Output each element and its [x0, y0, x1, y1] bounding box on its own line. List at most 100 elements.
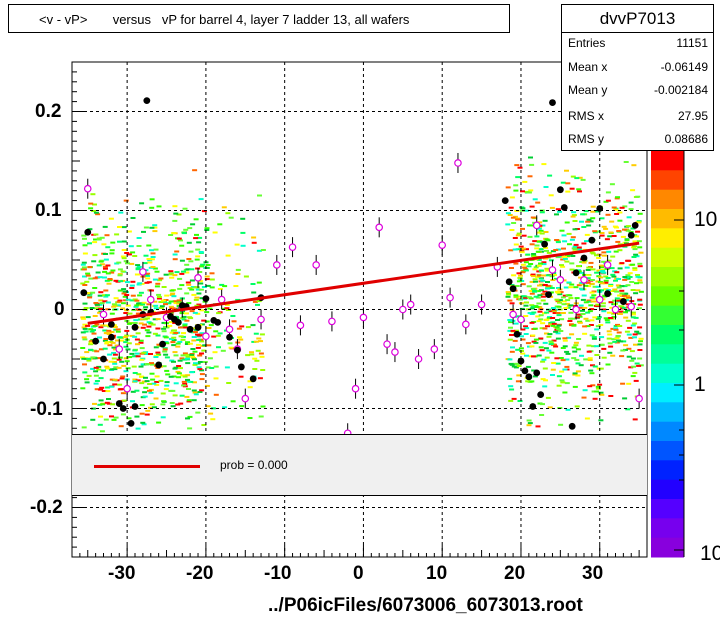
density-cell — [152, 318, 158, 321]
density-cell — [136, 237, 142, 239]
density-cell — [178, 239, 183, 242]
density-cell — [531, 369, 537, 372]
density-cell — [123, 199, 129, 202]
density-cell — [185, 268, 191, 271]
density-cell — [98, 388, 104, 391]
density-cell — [210, 407, 216, 410]
density-cell — [585, 274, 591, 277]
density-cell — [83, 307, 89, 309]
density-cell — [614, 297, 620, 300]
density-cell — [98, 291, 104, 294]
density-cell — [85, 274, 91, 277]
density-cell — [181, 332, 186, 335]
density-cell — [533, 338, 539, 341]
density-cell — [633, 343, 638, 346]
filled-marker — [556, 186, 564, 194]
density-cell — [576, 313, 582, 316]
density-cell — [119, 360, 125, 363]
density-cell — [169, 331, 175, 334]
density-cell — [523, 315, 529, 317]
density-cell — [598, 276, 604, 279]
density-cell — [507, 319, 513, 321]
density-cell — [155, 351, 161, 354]
density-cell — [109, 378, 115, 381]
x-tick-label: -20 — [186, 563, 214, 584]
density-cell — [537, 306, 543, 309]
density-cell — [170, 292, 176, 295]
density-cell — [172, 253, 178, 256]
density-cell — [109, 249, 115, 252]
density-cell — [612, 288, 618, 291]
density-cell — [179, 244, 185, 247]
density-cell — [623, 311, 628, 314]
density-cell — [252, 357, 258, 360]
density-cell — [548, 259, 554, 262]
density-cell — [524, 301, 529, 304]
density-cell — [577, 176, 583, 179]
density-cell — [98, 299, 104, 302]
density-cell — [511, 365, 517, 368]
density-cell — [194, 233, 199, 236]
color-scale-segment — [651, 460, 684, 481]
density-cell — [556, 328, 562, 331]
density-cell — [598, 324, 604, 326]
density-cell — [505, 295, 511, 298]
density-cell — [590, 205, 596, 208]
density-cell — [161, 400, 167, 403]
density-cell — [155, 327, 161, 330]
density-cell — [568, 311, 574, 314]
density-cell — [172, 394, 178, 397]
density-cell — [547, 316, 552, 319]
density-cell — [576, 284, 582, 287]
density-cell — [569, 333, 575, 336]
density-cell — [130, 251, 136, 254]
density-cell — [584, 417, 590, 420]
density-cell — [256, 300, 262, 303]
density-cell — [155, 282, 161, 285]
density-cell — [132, 378, 138, 381]
density-cell — [605, 289, 611, 292]
density-cell — [600, 302, 606, 305]
density-cell — [636, 240, 642, 243]
density-cell — [181, 318, 187, 321]
density-cell — [80, 331, 86, 334]
density-cell — [605, 199, 611, 202]
density-cell — [110, 341, 116, 344]
density-cell — [529, 313, 535, 315]
density-cell — [505, 186, 511, 189]
density-cell — [569, 268, 575, 271]
density-cell — [168, 270, 174, 273]
density-cell — [159, 305, 165, 308]
open-marker — [312, 261, 320, 269]
density-cell — [548, 194, 554, 197]
density-cell — [195, 333, 200, 336]
density-cell — [228, 216, 234, 219]
density-cell — [88, 348, 93, 351]
open-marker — [556, 275, 565, 284]
density-cell — [130, 390, 136, 393]
density-cell — [108, 217, 114, 220]
density-cell — [637, 343, 643, 346]
density-cell — [634, 255, 640, 258]
density-cell — [598, 391, 604, 394]
density-cell — [631, 256, 637, 258]
stats-row-entries: Entries 11151 — [568, 36, 708, 58]
density-cell — [572, 385, 578, 388]
open-marker — [430, 345, 439, 353]
density-cell — [124, 360, 130, 363]
density-cell — [513, 296, 519, 299]
density-cell — [637, 303, 643, 306]
density-cell — [125, 348, 131, 351]
density-cell — [555, 337, 561, 340]
color-scale-segment — [651, 479, 684, 500]
density-cell — [187, 415, 193, 418]
density-cell — [533, 341, 539, 344]
density-cell — [181, 270, 186, 273]
density-cell — [199, 309, 205, 312]
density-cell — [592, 300, 598, 303]
density-cell — [161, 365, 167, 368]
density-cell — [197, 361, 203, 363]
density-cell — [535, 201, 541, 204]
density-cell — [588, 261, 594, 264]
density-cell — [579, 283, 585, 286]
